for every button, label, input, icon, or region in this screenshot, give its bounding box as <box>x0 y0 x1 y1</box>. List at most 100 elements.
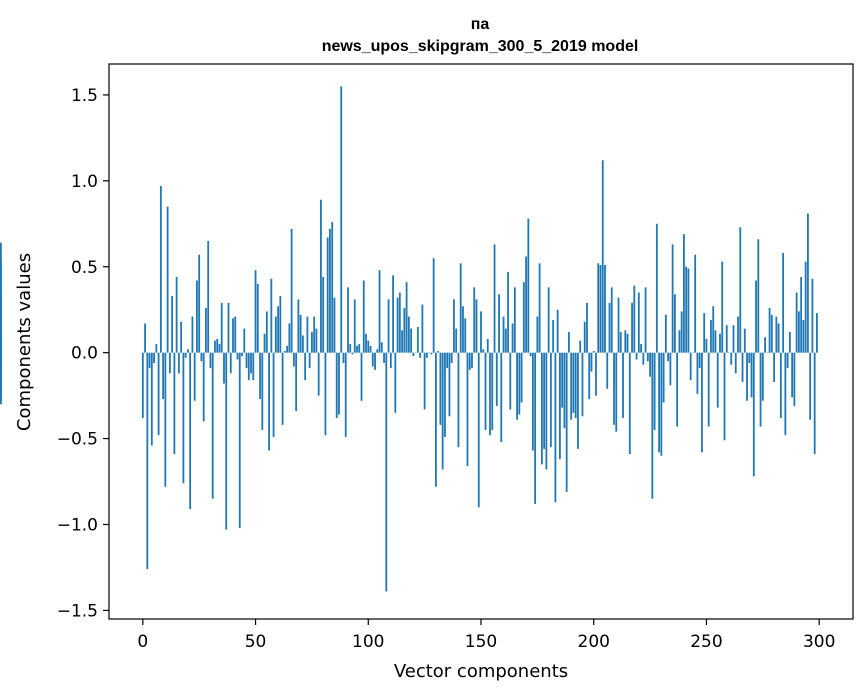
bar <box>583 321 586 353</box>
bar <box>504 328 507 353</box>
bar <box>540 352 543 465</box>
bar <box>358 344 361 353</box>
bar <box>773 352 775 382</box>
bar <box>0 352 2 401</box>
bar <box>349 344 352 353</box>
bar <box>196 280 198 353</box>
bar <box>486 338 489 353</box>
bar <box>484 352 487 430</box>
bar <box>421 304 424 353</box>
bar <box>633 285 636 353</box>
bar <box>613 352 615 425</box>
x-tick-label: 300 <box>803 632 835 652</box>
bar <box>362 280 365 353</box>
bar <box>669 352 672 386</box>
bar <box>180 321 183 353</box>
bar <box>816 313 818 353</box>
bar <box>365 333 367 353</box>
bar <box>518 352 521 415</box>
bar <box>324 352 327 436</box>
bar <box>498 294 500 353</box>
bar <box>306 316 309 353</box>
bar <box>538 263 541 353</box>
x-tick-label: 50 <box>245 632 267 652</box>
bar <box>615 352 618 432</box>
y-tick-label: 0.5 <box>71 258 98 278</box>
bar <box>610 287 613 353</box>
bar <box>444 352 446 437</box>
bar <box>405 282 408 353</box>
bar <box>635 352 638 360</box>
bar <box>209 352 212 369</box>
bar <box>586 302 588 353</box>
bar <box>786 352 789 369</box>
bar <box>387 299 390 353</box>
y-tick-label: −1.0 <box>57 515 98 535</box>
bar <box>274 316 277 353</box>
bar <box>471 352 473 369</box>
bar <box>779 352 782 418</box>
y-tick-label: −0.5 <box>57 430 98 450</box>
plot-frame <box>108 63 854 620</box>
bar <box>739 227 742 353</box>
bar <box>795 292 798 353</box>
bar <box>502 316 505 353</box>
bar <box>761 352 764 401</box>
bar <box>450 352 453 363</box>
bar <box>687 268 690 353</box>
bar <box>513 287 516 353</box>
bar <box>146 352 149 570</box>
y-axis-label: Components values <box>14 253 35 431</box>
bar <box>283 350 286 353</box>
bar <box>590 352 593 372</box>
bar <box>295 352 298 412</box>
bar <box>525 256 527 353</box>
bar <box>462 306 464 353</box>
bar <box>556 309 559 353</box>
bar <box>628 352 631 455</box>
bar <box>646 352 649 362</box>
bar <box>175 277 178 353</box>
bar <box>568 332 570 353</box>
bar <box>245 352 248 369</box>
x-tick-label: 150 <box>465 632 497 652</box>
bar <box>608 302 611 353</box>
bar <box>473 287 476 353</box>
bar <box>509 352 512 410</box>
bar <box>263 333 266 353</box>
bar <box>340 86 343 353</box>
bar <box>326 237 329 353</box>
bar <box>313 316 316 353</box>
bar <box>389 352 392 369</box>
bar <box>712 306 715 353</box>
bar <box>150 352 153 446</box>
bar <box>301 335 304 353</box>
bar <box>676 352 679 427</box>
bar <box>741 352 744 382</box>
bar <box>259 352 261 400</box>
bar <box>453 299 455 353</box>
x-tick-label: 200 <box>578 632 610 652</box>
bar <box>419 352 422 358</box>
bar <box>162 352 165 400</box>
bar <box>500 352 503 443</box>
bar <box>182 352 185 484</box>
bar <box>802 320 805 353</box>
bar <box>164 352 167 487</box>
bar <box>737 316 739 353</box>
bar <box>577 352 579 449</box>
bar <box>624 330 627 353</box>
bar <box>356 345 358 353</box>
bar <box>299 314 302 353</box>
bar <box>673 294 676 353</box>
bar <box>157 352 160 436</box>
bar <box>807 213 809 353</box>
bar <box>279 295 282 353</box>
bar <box>662 352 665 403</box>
bar <box>651 352 654 499</box>
bar <box>432 258 435 353</box>
bar <box>347 287 349 353</box>
bar <box>254 270 257 353</box>
bar <box>694 254 697 353</box>
bar <box>696 352 699 394</box>
